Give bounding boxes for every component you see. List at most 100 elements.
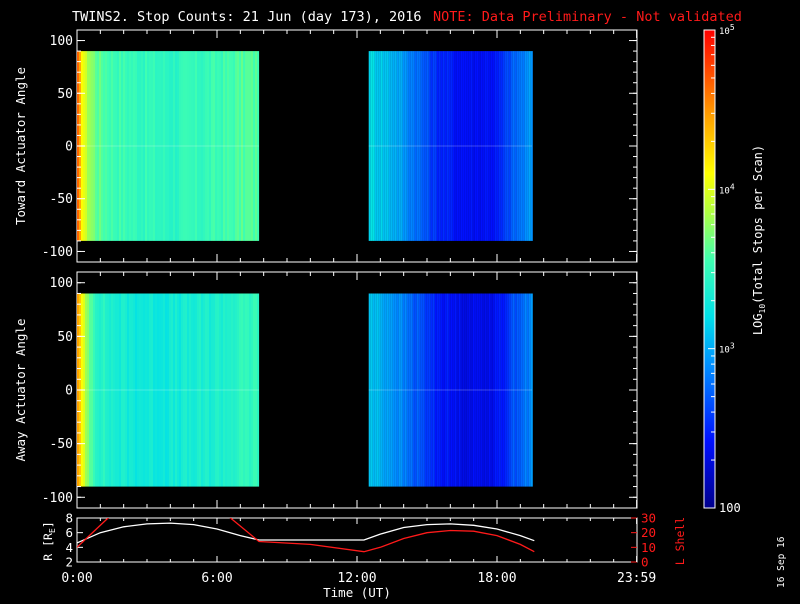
- heatmap-column: [131, 51, 134, 241]
- heatmap-column: [185, 293, 188, 487]
- heatmap-column: [492, 293, 495, 487]
- heatmap-column: [91, 293, 94, 487]
- zero-angle-band: [368, 389, 532, 391]
- heatmap-column: [370, 51, 373, 241]
- heatmap-column: [139, 293, 142, 487]
- heatmap-column: [85, 293, 88, 487]
- heatmap-column: [253, 293, 256, 487]
- heatmap-column: [113, 293, 116, 487]
- heatmap-column: [99, 51, 102, 241]
- heatmap-column: [233, 51, 236, 241]
- heatmap-column: [245, 51, 248, 241]
- heatmap-column: [520, 293, 523, 487]
- heatmap-column: [396, 51, 399, 241]
- heatmap-column: [438, 293, 441, 487]
- heatmap-column: [498, 293, 501, 487]
- heatmap-column: [193, 51, 196, 241]
- heatmap-column: [197, 293, 200, 487]
- heatmap-column: [221, 293, 224, 487]
- heatmap-column: [195, 51, 198, 241]
- heatmap-column: [408, 51, 411, 241]
- heatmap-column: [157, 293, 160, 487]
- heatmap-column: [384, 293, 387, 487]
- heatmap-column: [171, 293, 174, 487]
- heatmap-column: [420, 293, 423, 487]
- heatmap-column: [416, 293, 419, 487]
- heatmap-column: [478, 293, 481, 487]
- heatmap-column: [416, 51, 419, 241]
- heatmap-column: [518, 51, 521, 241]
- heatmap-column: [448, 51, 451, 241]
- heatmap-column: [223, 51, 226, 241]
- heatmap-column: [426, 51, 429, 241]
- ytick-label: 0: [65, 140, 73, 155]
- orbit-ylabel-left-sub: E: [48, 528, 57, 533]
- heatmap-column: [504, 293, 507, 487]
- heatmap-column: [157, 51, 160, 241]
- heatmap-column: [165, 293, 168, 487]
- heatmap-column: [406, 51, 409, 241]
- heatmap-column: [133, 293, 136, 487]
- heatmap-column: [512, 293, 515, 487]
- heatmap-column: [181, 293, 184, 487]
- heatmap-column: [518, 293, 521, 487]
- heatmap-column: [484, 293, 487, 487]
- heatmap-column: [121, 293, 124, 487]
- heatmap-column: [115, 293, 118, 487]
- heatmap-column: [506, 293, 509, 487]
- heatmap-column: [155, 51, 158, 241]
- heatmap-column: [382, 293, 385, 487]
- heatmap-column: [512, 51, 515, 241]
- heatmap-column: [103, 293, 106, 487]
- heatmap-column: [145, 51, 148, 241]
- heatmap-column: [418, 51, 421, 241]
- heatmap-column: [500, 51, 503, 241]
- heatmap-column: [115, 51, 118, 241]
- heatmap-column: [119, 293, 122, 487]
- heatmap-column: [151, 293, 154, 487]
- heatmap-column: [414, 51, 417, 241]
- heatmap-column: [171, 51, 174, 241]
- heatmap-column: [390, 51, 393, 241]
- heatmap-column: [490, 293, 493, 487]
- heatmap-column: [173, 51, 176, 241]
- heatmap-column: [526, 51, 529, 241]
- heatmap-column: [211, 51, 214, 241]
- heatmap-column: [129, 293, 132, 487]
- l-shell-line: [77, 518, 535, 553]
- colorbar-tick-label: 100: [719, 501, 741, 515]
- heatmap-column: [237, 51, 240, 241]
- heatmap-column: [368, 51, 371, 241]
- colorbar-tick-exp: 4: [730, 182, 735, 191]
- heatmap-column: [438, 51, 441, 241]
- heatmap-column: [239, 51, 242, 241]
- heatmap-column: [514, 51, 517, 241]
- heatmap-column: [410, 293, 413, 487]
- heatmap-column: [91, 51, 94, 241]
- heatmap-column: [382, 51, 385, 241]
- heatmap-column: [209, 293, 212, 487]
- heatmap-column: [197, 51, 200, 241]
- heatmap-column: [231, 51, 234, 241]
- heatmap-column: [149, 51, 152, 241]
- heatmap-column: [458, 51, 461, 241]
- heatmap-column: [510, 51, 513, 241]
- heatmap-column: [484, 51, 487, 241]
- ytick-label: 50: [57, 330, 73, 345]
- colorbar-label-prefix: LOG: [751, 313, 765, 335]
- heatmap-column: [430, 51, 433, 241]
- heatmap-column: [143, 293, 146, 487]
- heatmap-column: [233, 293, 236, 487]
- heatmap-column: [462, 293, 465, 487]
- heatmap-column: [243, 293, 246, 487]
- heatmap-column: [237, 293, 240, 487]
- heatmap-column: [99, 293, 102, 487]
- ytick-label: 100: [50, 276, 73, 291]
- heatmap-column: [257, 51, 260, 241]
- heatmap-column: [93, 51, 96, 241]
- heatmap-column: [384, 51, 387, 241]
- heatmap-column: [173, 293, 176, 487]
- heatmap-column: [141, 51, 144, 241]
- heatmap-column: [117, 293, 120, 487]
- heatmap-column: [249, 51, 252, 241]
